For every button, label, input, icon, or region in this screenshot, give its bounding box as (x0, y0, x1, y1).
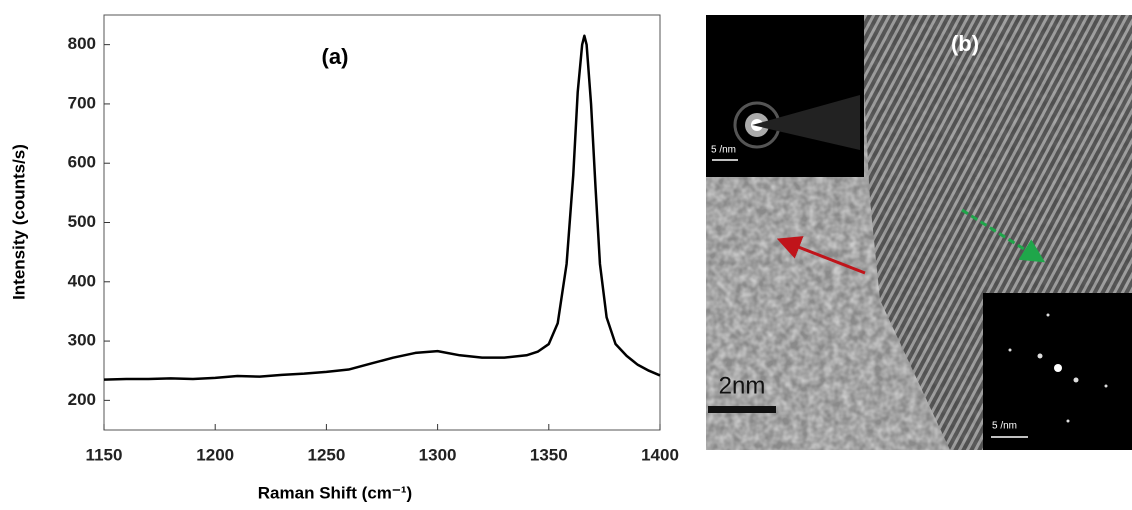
plot-frame (103, 14, 661, 431)
x-tick-label: 1250 (307, 445, 345, 464)
inset-scale-text: 5 /nm (711, 145, 736, 156)
y-tick-label: 800 (68, 34, 96, 53)
fft-spots (1008, 313, 1108, 423)
beam-stop (752, 95, 860, 150)
y-axis-label: Intensity (counts/s) (9, 144, 28, 300)
y-tick-label: 300 (68, 331, 96, 350)
amorphous-arrow (776, 236, 866, 275)
y-tick-label: 200 (68, 390, 96, 409)
tem-image: 5 /nm 5 /nm (b) 2nm (706, 15, 1132, 450)
plot-area: 200 300 400 500 600 700 800 1150 1200 1250 1300 135… (68, 34, 679, 464)
y-tick-label: 600 (68, 153, 96, 172)
panel-label: (b) (951, 31, 979, 56)
x-tick-label: 1300 (419, 445, 457, 464)
y-tick-label: 500 (68, 212, 96, 231)
x-tick-label: 1400 (641, 445, 679, 464)
y-tick-label: 700 (68, 93, 96, 112)
x-tick-label: 1200 (196, 445, 234, 464)
scale-bar (708, 406, 776, 413)
x-tick-label: 1350 (530, 445, 568, 464)
x-tick-label: 1150 (86, 445, 123, 464)
x-axis-label: Raman Shift (cm⁻¹) (258, 483, 412, 502)
data-line (103, 34, 661, 381)
crystalline-arrow (961, 208, 1046, 263)
inset-scale-text: 5 /nm (992, 421, 1017, 432)
scale-text: 2nm (719, 372, 766, 399)
saed-inset (706, 15, 864, 177)
annotation: (a) (322, 44, 349, 69)
y-tick-label: 400 (68, 271, 96, 290)
